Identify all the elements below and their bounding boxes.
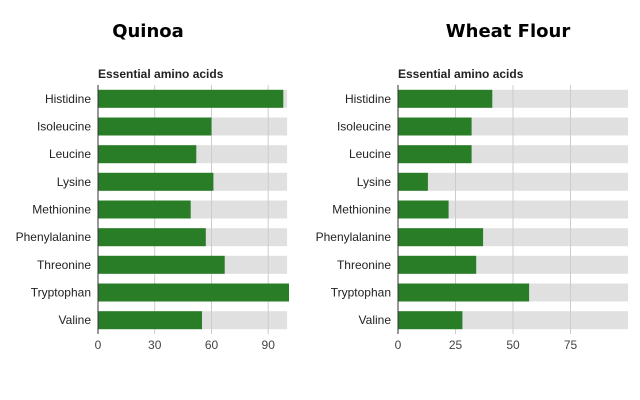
- category-label: Phenylalanine: [16, 230, 92, 244]
- bar-histidine: [398, 89, 493, 108]
- category-label: Isoleucine: [37, 120, 91, 134]
- category-label: Isoleucine: [337, 120, 391, 134]
- bar-threonine: [98, 255, 225, 274]
- bar-phenylalanine: [98, 228, 206, 247]
- bar-tryptophan: [98, 283, 289, 302]
- category-label: Threonine: [337, 258, 391, 272]
- bar-tryptophan: [398, 283, 530, 302]
- chart-panel-2: Wheat Flour Essential amino acids Histidin…: [316, 21, 628, 352]
- category-label: Methionine: [332, 203, 391, 217]
- bar-phenylalanine: [398, 228, 484, 247]
- bar-isoleucine: [98, 117, 212, 136]
- category-label: Threonine: [37, 258, 91, 272]
- bar-leucine: [98, 145, 197, 164]
- category-label: Leucine: [49, 147, 91, 161]
- x-tick-label: 0: [395, 338, 402, 352]
- category-label: Histidine: [345, 92, 391, 106]
- x-tick-label: 50: [506, 338, 520, 352]
- category-label: Valine: [359, 313, 392, 327]
- chart-title: Wheat Flour: [446, 21, 571, 42]
- bar-threonine: [398, 255, 477, 274]
- category-label: Tryptophan: [31, 286, 91, 300]
- bar-valine: [398, 311, 463, 330]
- bar-methionine: [398, 200, 449, 219]
- x-tick-label: 0: [95, 338, 102, 352]
- category-label: Leucine: [349, 147, 391, 161]
- chart-subtitle: Essential amino acids: [398, 67, 524, 81]
- chart-panel-1: Quinoa Essential amino acids Histidine Isol…: [16, 21, 289, 352]
- x-tick-label: 75: [564, 338, 578, 352]
- category-label: Valine: [59, 313, 92, 327]
- bar-leucine: [398, 145, 472, 164]
- bar-valine: [98, 311, 202, 330]
- category-label: Phenylalanine: [316, 230, 392, 244]
- bar-lysine: [98, 172, 214, 191]
- x-tick-label: 90: [262, 338, 276, 352]
- x-tick-label: 60: [205, 338, 219, 352]
- category-label: Histidine: [45, 92, 91, 106]
- bar-histidine: [98, 89, 284, 108]
- bar-lysine: [398, 172, 428, 191]
- category-label: Lysine: [357, 175, 392, 189]
- chart-subtitle: Essential amino acids: [98, 67, 224, 81]
- category-label: Lysine: [57, 175, 92, 189]
- bar-methionine: [98, 200, 191, 219]
- category-label: Methionine: [32, 203, 91, 217]
- x-tick-label: 25: [449, 338, 463, 352]
- chart-title: Quinoa: [112, 21, 184, 42]
- x-tick-label: 30: [148, 338, 162, 352]
- category-label: Tryptophan: [331, 286, 391, 300]
- bar-isoleucine: [398, 117, 472, 136]
